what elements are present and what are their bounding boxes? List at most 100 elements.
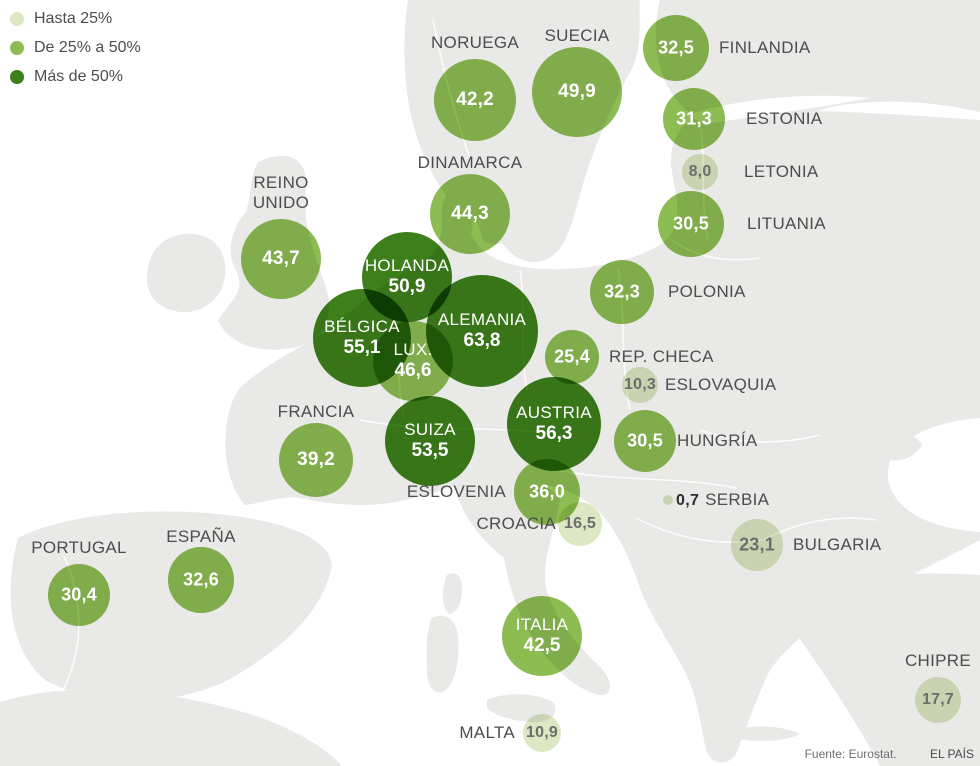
- country-annotation-italia: ITALIA 42,5: [516, 615, 569, 657]
- country-label-holanda: HOLANDA: [364, 256, 450, 275]
- country-label-noruega: NORUEGA: [430, 33, 520, 52]
- country-label-croacia: CROACIA: [476, 514, 556, 533]
- country-bubble-lituania: [658, 191, 724, 257]
- country-label-portugal: PORTUGAL: [31, 538, 127, 557]
- country-label-polonia: POLONIA: [668, 282, 746, 301]
- country-bubble-reino-unido: [241, 219, 321, 299]
- country-value-lituania: 30,5: [673, 213, 709, 234]
- country-bubble-espana: [168, 547, 234, 613]
- country-value-croacia: 16,5: [564, 515, 596, 532]
- country-bubble-portugal: [48, 564, 110, 626]
- country-label-rep-checa: REP. CHECA: [609, 347, 714, 366]
- country-label-austria: AUSTRIA: [516, 403, 592, 422]
- country-value-francia: 39,2: [297, 449, 335, 470]
- footer: Fuente: Eurostat. EL PAÍS: [805, 747, 974, 761]
- country-bubble-malta: [523, 714, 561, 752]
- country-value-malta: 10,9: [526, 724, 558, 741]
- country-bubble-suecia: [532, 47, 622, 137]
- country-label-suiza: SUIZA: [404, 420, 456, 439]
- country-value-noruega: 42,2: [456, 89, 494, 110]
- country-bubble-alemania: [426, 275, 538, 387]
- country-bubble-estonia: [663, 88, 725, 150]
- country-bubble-eslovaquia: [622, 367, 658, 403]
- country-bubble-dinamarca: [430, 174, 510, 254]
- country-value-reino-unido: 43,7: [262, 248, 300, 269]
- country-value-letonia: 8,0: [688, 163, 712, 180]
- country-annotation-lux: LUX. 46,6: [394, 340, 433, 382]
- country-bubble-serbia: [663, 495, 673, 505]
- country-annotation-alemania: ALEMANIA 63,8: [438, 310, 526, 352]
- legend-swatch-light-icon: [10, 12, 24, 26]
- country-name-serbia: SERBIA: [705, 490, 770, 509]
- country-label-francia: FRANCIA: [277, 402, 355, 421]
- country-value-serbia: 0,7: [676, 492, 700, 509]
- country-value-holanda: 50,9: [388, 276, 426, 297]
- country-label-reino-unido: REINO UNIDO: [252, 173, 310, 212]
- country-bubble-austria: [507, 377, 601, 471]
- country-value-finlandia: 32,5: [658, 37, 694, 58]
- country-label-eslovaquia: ESLOVAQUIA: [665, 375, 777, 394]
- country-label-espana: ESPAÑA: [166, 527, 236, 546]
- country-annotation-holanda: HOLANDA 50,9: [365, 256, 449, 298]
- country-value-dinamarca: 44,3: [451, 203, 489, 224]
- legend-label-light: Hasta 25%: [34, 10, 113, 27]
- country-value-bulgaria: 23,1: [739, 534, 775, 555]
- legend-item-dark: Más de 50%: [10, 68, 141, 86]
- country-label-suecia: SUECIA: [544, 26, 610, 45]
- country-label-belgica: BÉLGICA: [324, 317, 400, 336]
- country-value-suiza: 53,5: [411, 440, 449, 461]
- legend-label-mid: De 25% a 50%: [34, 39, 141, 56]
- legend-label-dark: Más de 50%: [34, 68, 123, 85]
- country-bubble-francia: [279, 423, 353, 497]
- country-value-chipre: 17,7: [922, 691, 954, 708]
- source-note: Fuente: Eurostat.: [804, 747, 897, 761]
- country-annotation-belgica: BÉLGICA 55,1: [324, 317, 400, 359]
- country-value-suecia: 49,9: [558, 81, 596, 102]
- country-bubble-chipre: [915, 677, 961, 723]
- country-label-dinamarca: DINAMARCA: [417, 153, 523, 172]
- country-label-letonia: LETONIA: [744, 162, 819, 181]
- country-label-italia: ITALIA: [515, 615, 569, 634]
- country-value-lux: 46,6: [394, 360, 432, 381]
- country-annotation-suiza: SUIZA 53,5: [404, 420, 456, 462]
- country-value-austria: 56,3: [535, 423, 573, 444]
- country-bubble-croacia: [558, 502, 602, 546]
- country-label-chipre: CHIPRE: [904, 651, 972, 670]
- legend: Hasta 25% De 25% a 50% Más de 50%: [10, 10, 141, 97]
- country-label-lituania: LITUANIA: [747, 214, 826, 233]
- country-value-hungria: 30,5: [627, 430, 663, 451]
- country-value-estonia: 31,3: [676, 108, 712, 129]
- country-bubble-noruega: [434, 59, 516, 141]
- country-label-hungria: HUNGRÍA: [677, 431, 758, 450]
- country-value-alemania: 63,8: [463, 330, 501, 351]
- country-value-polonia: 32,3: [604, 281, 640, 302]
- country-label-estonia: ESTONIA: [746, 109, 823, 128]
- country-value-eslovaquia: 10,3: [624, 376, 656, 393]
- legend-swatch-mid-icon: [10, 41, 24, 55]
- country-bubble-letonia: [682, 154, 718, 190]
- legend-item-light: Hasta 25%: [10, 10, 141, 28]
- country-value-eslovenia: 36,0: [529, 481, 565, 502]
- country-bubble-polonia: [590, 260, 654, 324]
- country-value-portugal: 30,4: [61, 584, 97, 605]
- country-value-italia: 42,5: [523, 635, 561, 656]
- country-bubble-rep-checa: [545, 330, 599, 384]
- country-label-alemania: ALEMANIA: [437, 310, 527, 329]
- country-label-lux: LUX.: [393, 340, 433, 359]
- country-value-belgica: 55,1: [343, 337, 381, 358]
- country-bubble-hungria: [614, 410, 676, 472]
- country-bubble-italia: [502, 596, 582, 676]
- country-label-finlandia: FINLANDIA: [719, 38, 811, 57]
- country-bubble-suiza: [385, 396, 475, 486]
- brand: EL PAÍS: [929, 747, 974, 761]
- country-value-rep-checa: 25,4: [554, 346, 590, 367]
- country-label-bulgaria: BULGARIA: [793, 535, 882, 554]
- country-bubble-finlandia: [643, 15, 709, 81]
- country-value-espana: 32,6: [183, 569, 219, 590]
- country-label-malta: MALTA: [459, 723, 515, 742]
- country-label-eslovenia: ESLOVENIA: [406, 482, 506, 501]
- country-annotation-austria: AUSTRIA 56,3: [516, 403, 592, 445]
